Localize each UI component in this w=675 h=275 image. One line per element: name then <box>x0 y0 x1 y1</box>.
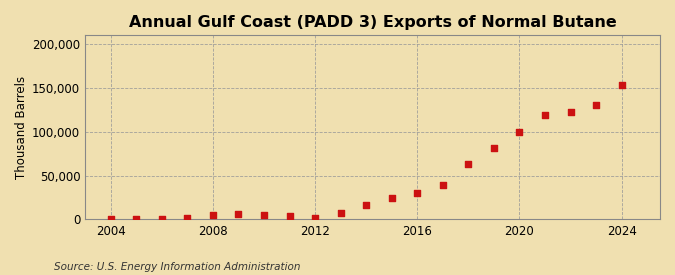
Point <box>335 211 346 215</box>
Point <box>259 212 269 217</box>
Y-axis label: Thousand Barrels: Thousand Barrels <box>15 76 28 179</box>
Point <box>207 213 218 217</box>
Point <box>182 216 193 221</box>
Point <box>489 146 500 151</box>
Point <box>591 102 601 107</box>
Point <box>284 214 295 219</box>
Title: Annual Gulf Coast (PADD 3) Exports of Normal Butane: Annual Gulf Coast (PADD 3) Exports of No… <box>129 15 616 30</box>
Point <box>539 113 550 117</box>
Point <box>565 110 576 115</box>
Point <box>105 217 116 221</box>
Point <box>616 83 627 87</box>
Point <box>463 162 474 166</box>
Point <box>157 217 167 221</box>
Point <box>514 130 525 134</box>
Point <box>310 216 321 220</box>
Point <box>386 196 397 200</box>
Point <box>437 183 448 188</box>
Point <box>233 211 244 216</box>
Point <box>361 203 372 208</box>
Text: Source: U.S. Energy Information Administration: Source: U.S. Energy Information Administ… <box>54 262 300 272</box>
Point <box>412 191 423 195</box>
Point <box>131 217 142 221</box>
